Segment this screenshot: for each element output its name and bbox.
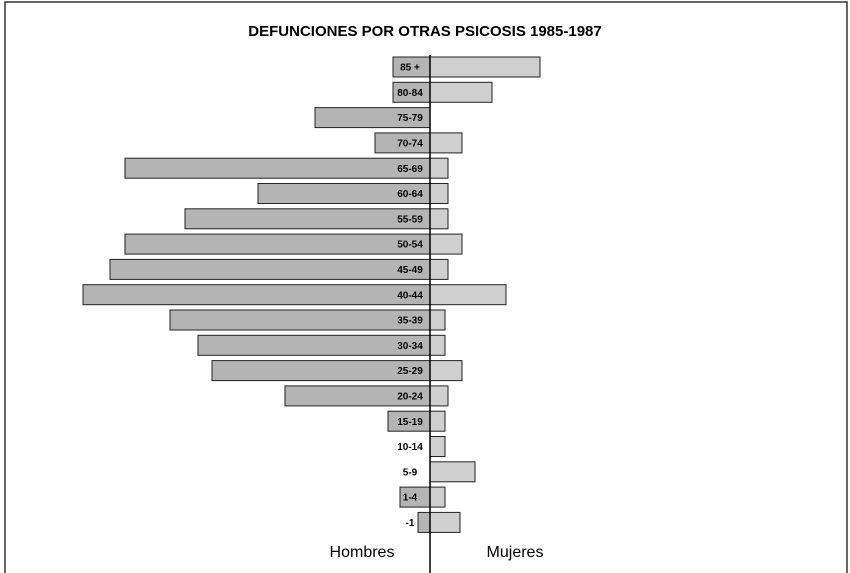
male-bar (184, 208, 431, 230)
male-bar (82, 284, 431, 306)
female-bar (429, 81, 493, 103)
female-bar (429, 132, 463, 154)
female-bar (429, 334, 446, 356)
age-label: 35-39 (397, 316, 423, 327)
age-label: 40-44 (397, 290, 423, 301)
female-bar (429, 258, 449, 280)
female-bar (429, 511, 461, 533)
male-bar (124, 157, 431, 179)
female-bar (429, 56, 541, 78)
male-bar (197, 334, 431, 356)
age-label: 55-59 (397, 214, 423, 225)
age-label: 5-9 (403, 467, 418, 478)
age-label: 20-24 (397, 392, 423, 403)
male-bar (417, 511, 431, 533)
age-label: 10-14 (397, 442, 423, 453)
age-label: 15-19 (397, 417, 423, 428)
age-label: 45-49 (397, 265, 423, 276)
female-bar (429, 284, 507, 306)
male-bar (124, 233, 431, 255)
female-bar (429, 233, 463, 255)
female-bar (429, 385, 449, 407)
age-label: -1 (406, 518, 415, 529)
age-label: 60-64 (397, 189, 423, 200)
female-bar (429, 183, 449, 204)
age-label: 85 + (400, 63, 420, 74)
age-label: 50-54 (397, 240, 423, 251)
female-bar (429, 208, 449, 230)
chart-title: DEFUNCIONES POR OTRAS PSICOSIS 1985-1987 (248, 23, 601, 40)
age-label: 25-29 (397, 366, 423, 377)
female-bar (429, 461, 476, 483)
age-label: 75-79 (397, 113, 423, 124)
legend-label: Hombres (330, 544, 395, 561)
legend-label: Mujeres (487, 544, 544, 561)
age-label: 1-4 (403, 493, 418, 504)
female-bar (429, 309, 446, 331)
male-bar (169, 309, 431, 331)
age-label: 80-84 (397, 88, 423, 99)
age-label: 65-69 (397, 164, 423, 175)
age-label: 30-34 (397, 341, 423, 352)
female-bar (429, 157, 449, 179)
female-bar (429, 360, 463, 382)
age-label: 70-74 (397, 139, 423, 150)
female-bar (429, 410, 446, 432)
female-bar (429, 486, 446, 508)
female-bar (429, 436, 446, 457)
male-bar (109, 258, 431, 280)
